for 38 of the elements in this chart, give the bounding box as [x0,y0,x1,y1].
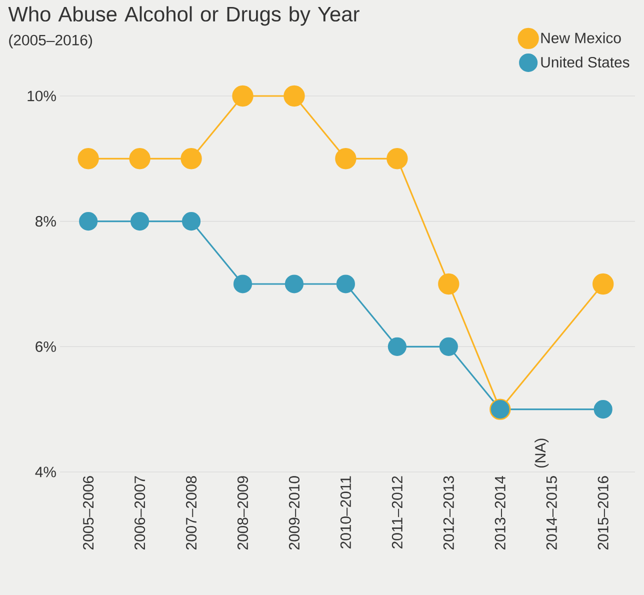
point [130,212,150,231]
point [335,148,356,170]
x-tick-label: 2013–2014 [494,476,506,550]
x-tick-label: 2014–2015 [546,476,557,550]
point [129,148,150,170]
x-tick-label: 2008–2009 [237,476,248,550]
point [594,400,612,419]
point [284,274,304,294]
x-tick-label: 2012–2013 [443,476,454,550]
point [180,148,202,170]
y-tick-label: 6% [36,341,56,352]
x-tick-label: 2010–2011 [340,476,351,548]
y-tick-label: 4% [35,466,56,478]
point [78,148,99,170]
point [388,337,406,356]
x-tick-label: 2009–2010 [288,476,300,550]
point [79,212,98,231]
y-tick-label: 8% [36,216,56,227]
point [336,274,356,294]
legend-label: United States [541,56,630,68]
x-tick-label: 2007–2008 [186,476,197,550]
point [233,274,252,294]
point [182,212,201,231]
x-tick-label: 2006–2007 [134,476,146,550]
point [284,85,305,107]
legend-label: New Mexico [541,32,621,44]
chart-title: Who Abuse Alcohol or Drugs by Year [8,6,360,26]
point [438,273,460,295]
point [386,148,408,170]
annotation: (NA) [534,438,549,468]
x-tick-label: 2015–2016 [598,476,608,550]
point [232,85,254,107]
y-tick-label: 10% [28,90,56,102]
x-tick-label: 2005–2006 [83,476,94,550]
x-tick-label: 2011–2012 [392,476,402,548]
point [592,273,614,295]
chart-subtitle: (2005–2016) [9,34,92,48]
point [439,337,458,356]
